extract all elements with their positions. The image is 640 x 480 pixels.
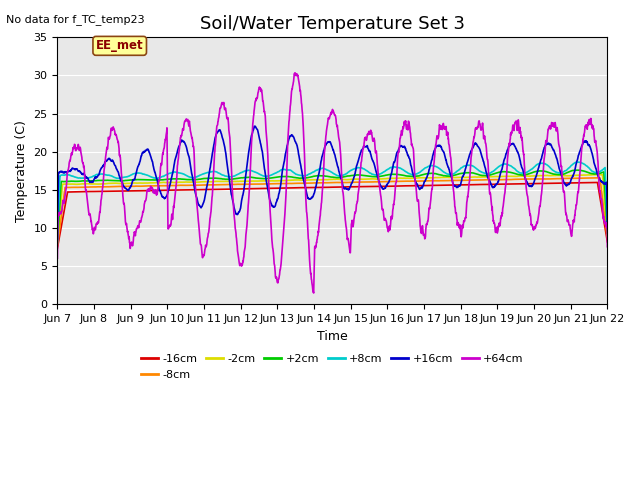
+64cm bbox=[571, 215, 579, 220]
+64cm bbox=[556, 144, 563, 149]
-16cm bbox=[570, 180, 578, 186]
-8cm bbox=[604, 236, 611, 242]
+16cm bbox=[570, 169, 578, 175]
+2cm bbox=[555, 172, 563, 178]
-8cm bbox=[54, 243, 61, 249]
+8cm bbox=[492, 166, 500, 172]
+64cm bbox=[349, 221, 356, 227]
-8cm bbox=[555, 176, 563, 181]
+64cm bbox=[310, 290, 317, 296]
-2cm bbox=[597, 172, 605, 178]
-2cm bbox=[360, 176, 368, 182]
-2cm bbox=[492, 174, 500, 180]
Line: -16cm: -16cm bbox=[58, 182, 607, 248]
+16cm bbox=[492, 181, 500, 187]
+8cm bbox=[573, 159, 580, 165]
+64cm bbox=[207, 210, 214, 216]
-2cm bbox=[348, 176, 356, 182]
+16cm bbox=[360, 144, 368, 149]
Legend: -16cm, -8cm, -2cm, +2cm, +8cm, +16cm, +64cm: -16cm, -8cm, -2cm, +2cm, +8cm, +16cm, +6… bbox=[137, 350, 528, 384]
+64cm bbox=[604, 244, 611, 250]
+2cm bbox=[207, 175, 214, 181]
-16cm bbox=[604, 239, 611, 245]
+8cm bbox=[604, 226, 611, 231]
+64cm bbox=[291, 70, 299, 76]
Line: +64cm: +64cm bbox=[58, 73, 607, 293]
+16cm bbox=[555, 165, 563, 170]
+16cm bbox=[250, 123, 258, 129]
-8cm bbox=[348, 180, 356, 185]
+16cm bbox=[207, 161, 214, 167]
+16cm bbox=[54, 236, 61, 242]
-16cm bbox=[591, 180, 598, 185]
Line: +2cm: +2cm bbox=[58, 170, 607, 243]
Text: No data for f_TC_temp23: No data for f_TC_temp23 bbox=[6, 14, 145, 25]
+8cm bbox=[207, 169, 214, 175]
Text: EE_met: EE_met bbox=[96, 39, 143, 52]
+8cm bbox=[360, 166, 368, 172]
Title: Soil/Water Temperature Set 3: Soil/Water Temperature Set 3 bbox=[200, 15, 465, 33]
+8cm bbox=[54, 238, 61, 243]
-2cm bbox=[555, 173, 563, 179]
+8cm bbox=[348, 167, 356, 173]
+16cm bbox=[604, 225, 611, 230]
-8cm bbox=[595, 175, 603, 180]
-16cm bbox=[207, 187, 214, 192]
+8cm bbox=[555, 170, 563, 176]
Line: -8cm: -8cm bbox=[58, 178, 607, 246]
-16cm bbox=[360, 184, 368, 190]
-16cm bbox=[555, 180, 563, 186]
-16cm bbox=[348, 184, 356, 190]
-8cm bbox=[360, 179, 368, 185]
+64cm bbox=[493, 225, 500, 230]
-16cm bbox=[492, 181, 500, 187]
+2cm bbox=[492, 170, 500, 176]
-16cm bbox=[54, 245, 61, 251]
+64cm bbox=[54, 255, 61, 261]
+16cm bbox=[349, 179, 356, 185]
Y-axis label: Temperature (C): Temperature (C) bbox=[15, 120, 28, 222]
-2cm bbox=[54, 241, 61, 247]
+2cm bbox=[573, 167, 580, 173]
Line: +8cm: +8cm bbox=[58, 162, 607, 240]
+2cm bbox=[348, 173, 356, 179]
-8cm bbox=[207, 182, 214, 188]
+8cm bbox=[570, 160, 578, 166]
+2cm bbox=[570, 168, 578, 173]
+2cm bbox=[54, 240, 61, 246]
Line: -2cm: -2cm bbox=[58, 175, 607, 244]
Line: +16cm: +16cm bbox=[58, 126, 607, 239]
-2cm bbox=[604, 233, 611, 239]
-2cm bbox=[207, 179, 214, 185]
-8cm bbox=[570, 175, 578, 181]
+64cm bbox=[361, 136, 369, 142]
+2cm bbox=[604, 230, 611, 236]
-2cm bbox=[570, 173, 578, 179]
-8cm bbox=[492, 177, 500, 182]
X-axis label: Time: Time bbox=[317, 330, 348, 343]
+2cm bbox=[360, 173, 368, 179]
